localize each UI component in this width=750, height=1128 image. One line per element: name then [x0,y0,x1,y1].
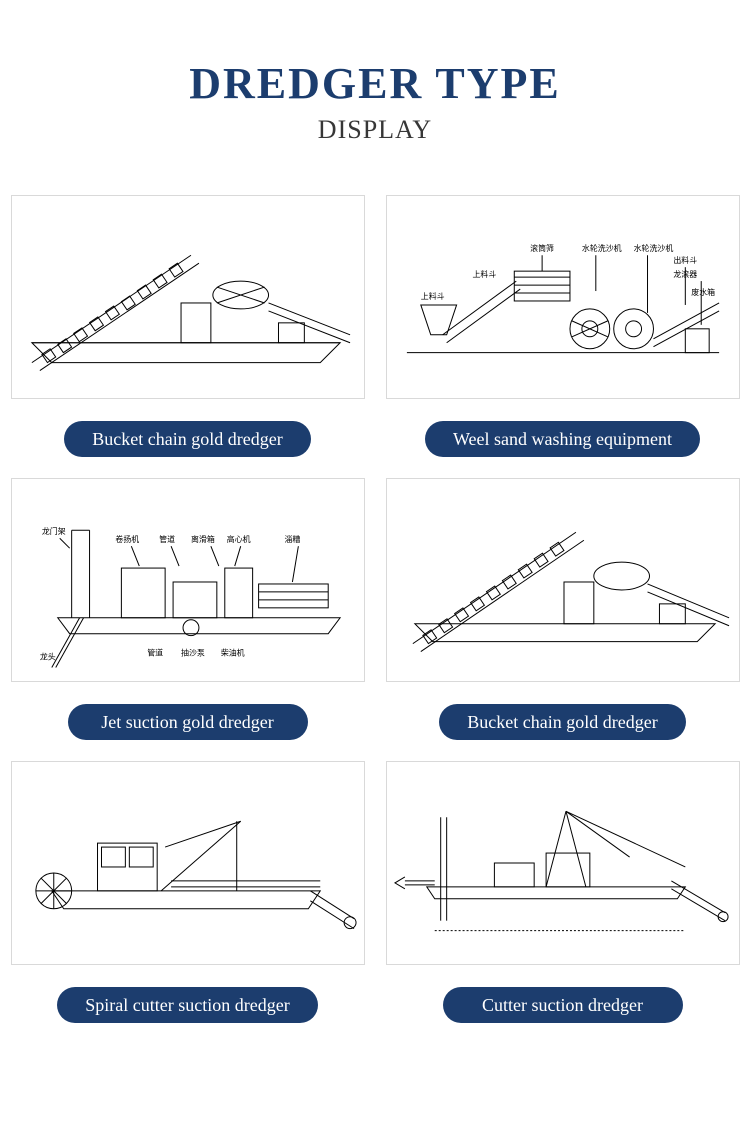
card-wheel-sand-washing: 上料斗 上料斗 滚筒筛 水轮洗沙机 水轮洗沙机 出料斗 龙滚器 废水箱 Weel… [386,195,740,457]
svg-text:离滑箱: 离滑箱 [190,534,214,544]
card-label: Bucket chain gold dredger [439,704,685,740]
card-label: Spiral cutter suction dredger [57,987,317,1023]
svg-text:上料斗: 上料斗 [420,291,444,301]
svg-text:水轮洗沙机: 水轮洗沙机 [633,243,673,253]
svg-text:出料斗: 出料斗 [673,255,697,265]
diagram [386,478,740,682]
card-bucket-chain-1: Bucket chain gold dredger [11,195,365,457]
svg-text:高心机: 高心机 [226,534,250,544]
card-jet-suction: 龙门架 卷扬机 管道 离滑箱 高心机 淄糟 龙头 管道 抽沙泵 柴油机 Jet … [11,478,365,740]
diagram: 龙门架 卷扬机 管道 离滑箱 高心机 淄糟 龙头 管道 抽沙泵 柴油机 [11,478,365,682]
svg-text:水轮洗沙机: 水轮洗沙机 [581,243,621,253]
diagram [11,761,365,965]
svg-text:龙滚器: 龙滚器 [673,269,697,279]
svg-text:龙头: 龙头 [39,652,55,662]
svg-text:淄糟: 淄糟 [284,534,300,544]
card-bucket-chain-2: Bucket chain gold dredger [386,478,740,740]
card-label: Bucket chain gold dredger [64,421,310,457]
page-subtitle: DISPLAY [0,115,750,145]
svg-text:滚筒筛: 滚筒筛 [530,243,554,253]
svg-text:龙门架: 龙门架 [41,526,65,536]
svg-text:管道: 管道 [147,648,163,658]
card-label: Weel sand washing equipment [425,421,700,457]
svg-text:卷扬机: 卷扬机 [115,534,139,544]
svg-text:柴油机: 柴油机 [220,648,244,658]
svg-text:抽沙泵: 抽沙泵 [181,648,205,658]
diagram [11,195,365,399]
svg-text:上料斗: 上料斗 [472,269,496,279]
svg-text:废水箱: 废水箱 [691,287,715,297]
card-label: Jet suction gold dredger [68,704,308,740]
card-spiral-cutter: Spiral cutter suction dredger [11,761,365,1023]
svg-text:管道: 管道 [159,534,175,544]
card-grid: Bucket chain gold dredger [0,175,750,1023]
page-title: DREDGER TYPE [0,58,750,109]
card-cutter-suction: Cutter suction dredger [386,761,740,1023]
header: DREDGER TYPE DISPLAY [0,0,750,175]
diagram: 上料斗 上料斗 滚筒筛 水轮洗沙机 水轮洗沙机 出料斗 龙滚器 废水箱 [386,195,740,399]
card-label: Cutter suction dredger [443,987,683,1023]
diagram [386,761,740,965]
